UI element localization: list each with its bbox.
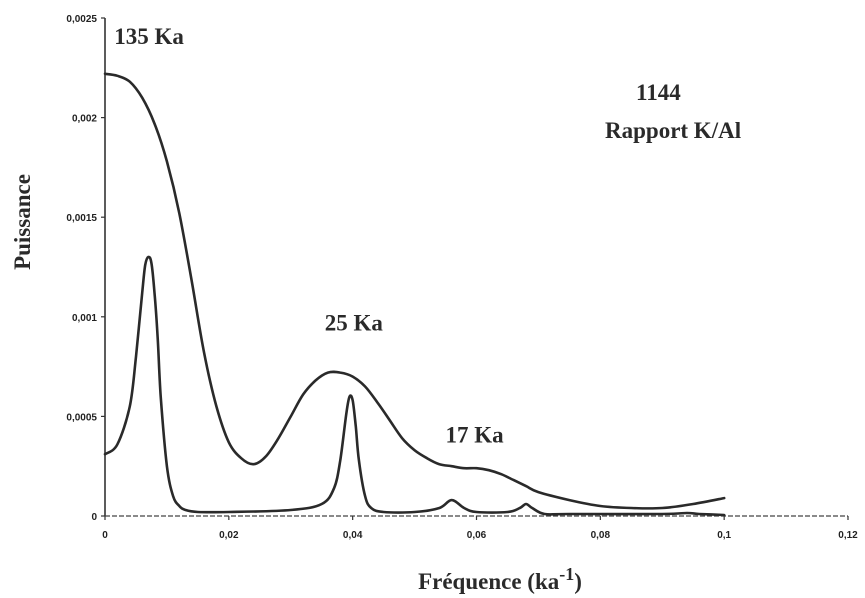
peak-label: 135 Ka [114,24,184,49]
x-axis-title-sup: -1 [559,564,574,584]
series-line-2 [103,255,726,517]
x-tick-label: 0,1 [717,530,731,541]
x-axis-title-main: Fréquence (ka [418,569,560,594]
y-axis-title: Puissance [10,174,35,270]
x-axis-title: Fréquence (ka-1) [418,564,582,594]
peak-annotations: 135 Ka 25 Ka 17 Ka [114,24,504,447]
y-tick-label: 0,001 [72,313,97,324]
x-tick-label: 0 [102,530,108,541]
chart-subtitle: Rapport K/Al [605,118,741,143]
y-tick-label: 0 [91,512,97,523]
x-tick-label: 0,02 [219,530,239,541]
series-lines [103,72,726,517]
x-axis-title-close: ) [574,569,582,594]
y-tick-label: 0,0015 [66,213,97,224]
peak-label: 17 Ka [446,422,505,447]
y-tick-label: 0,002 [72,114,97,125]
x-tick-label: 0,06 [467,530,487,541]
y-tick-label: 0,0025 [66,14,97,25]
x-tick-label: 0,12 [838,530,858,541]
peak-label: 25 Ka [325,311,384,336]
chart-title: 1144 [636,80,681,105]
ticks: 0 0,0005 0,001 0,0015 0,002 0,0025 0 0,02 0,04 0,… [66,14,858,541]
x-tick-label: 0,04 [343,530,363,541]
series-line-1 [103,72,726,510]
y-tick-label: 0,0005 [66,412,97,423]
x-tick-label: 0,08 [591,530,611,541]
